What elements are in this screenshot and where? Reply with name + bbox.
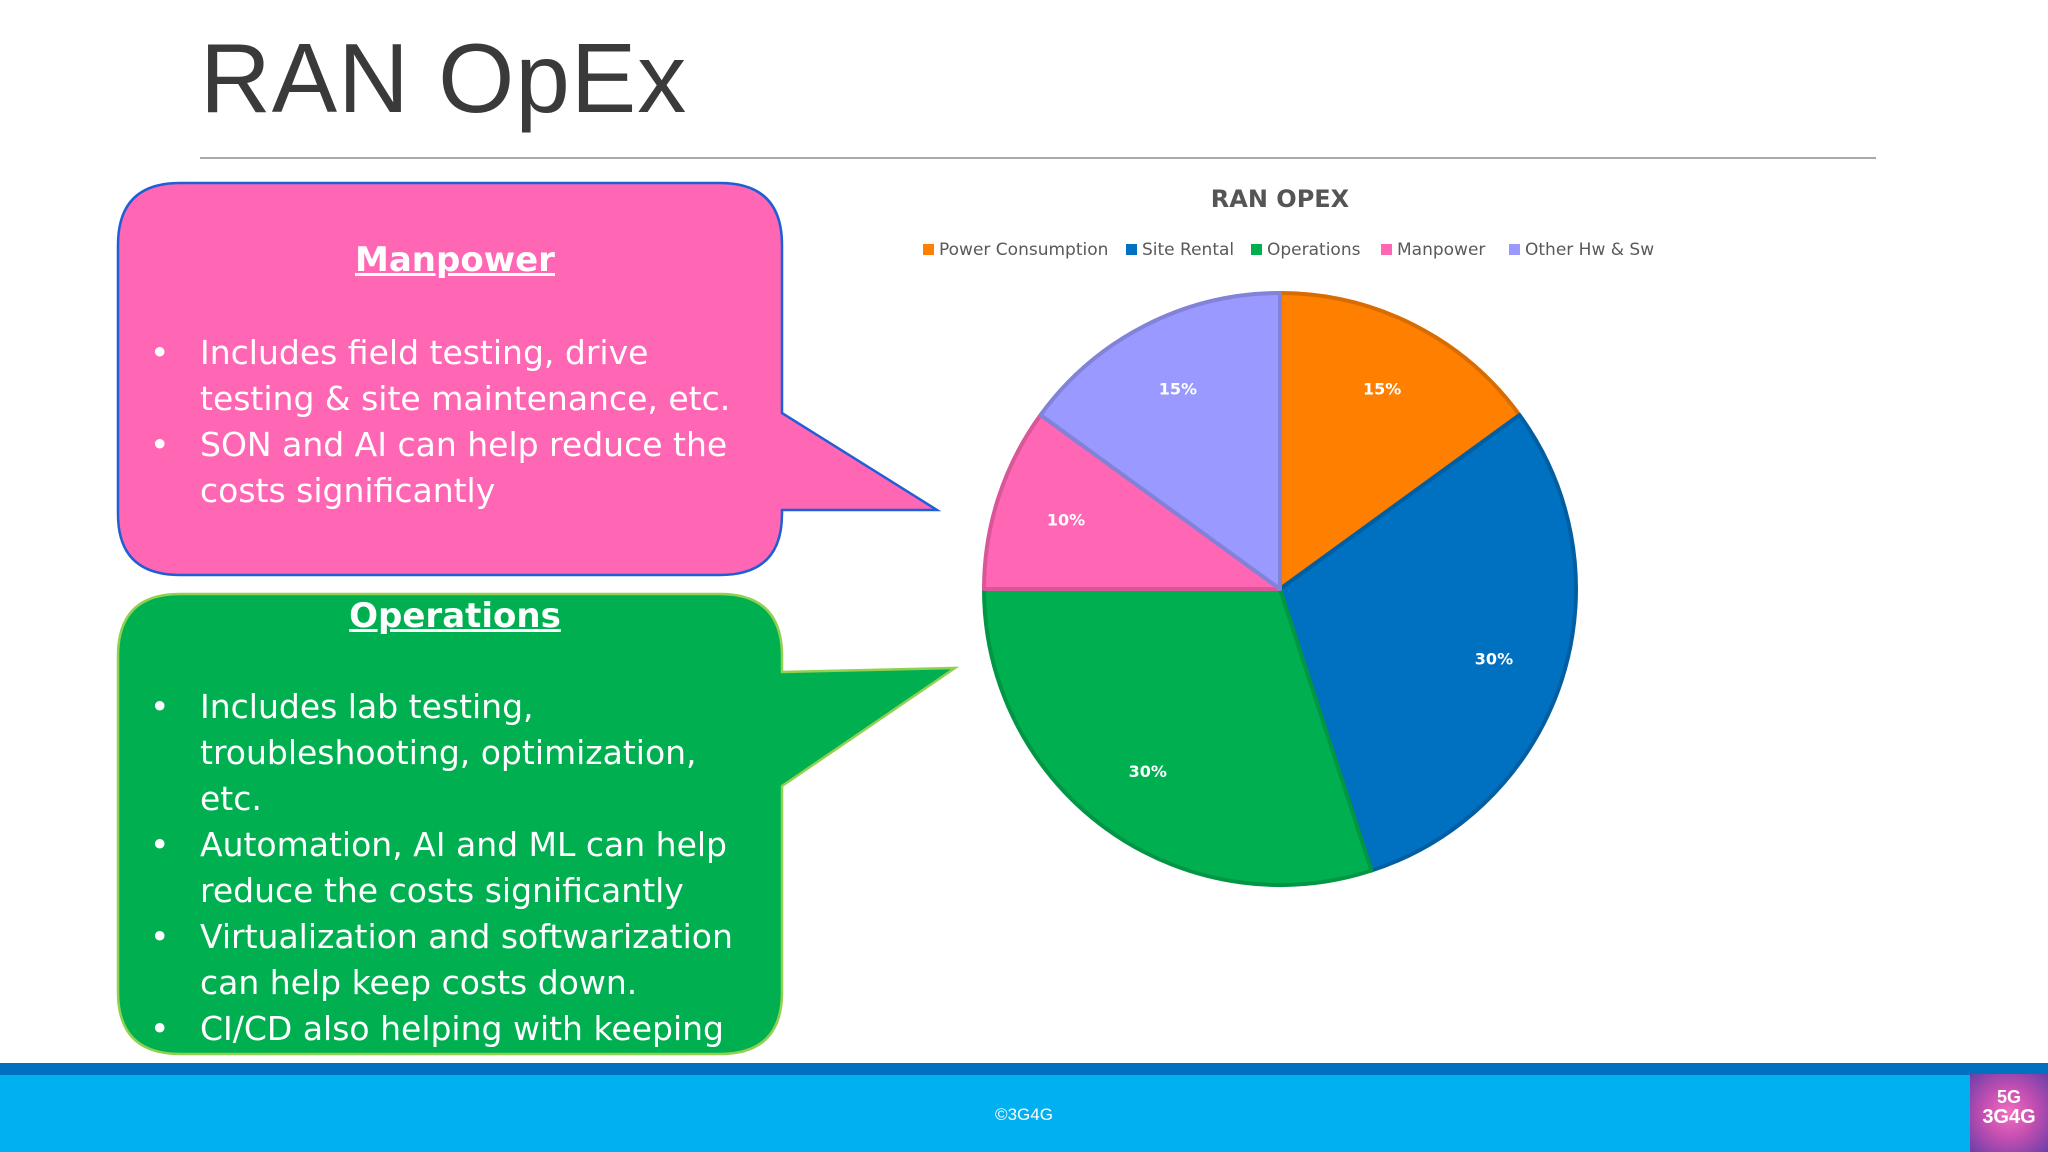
chart-slices	[982, 291, 1579, 887]
legend-label: Power Consumption	[939, 240, 1108, 260]
logo-line-1: 5G	[1996, 1087, 2021, 1107]
brand-logo: 5G 3G4G	[1970, 1074, 2048, 1152]
legend-item: Manpower	[1381, 240, 1485, 260]
list-item: • Virtualization and softwarization can h…	[150, 914, 760, 1006]
footer-bar	[0, 1063, 2048, 1152]
pie-slice-site-rental	[1278, 413, 1579, 873]
legend-label: Manpower	[1397, 240, 1485, 260]
legend-label: Operations	[1267, 240, 1361, 260]
pie-data-label: 30%	[1129, 762, 1167, 781]
legend-item: Power Consumption	[923, 240, 1108, 260]
legend-swatch	[1126, 244, 1137, 255]
operations-callout-shape	[116, 592, 960, 1056]
bullet-icon: •	[150, 333, 170, 372]
legend-label: Other Hw & Sw	[1525, 240, 1654, 260]
legend-label: Site Rental	[1142, 240, 1234, 260]
title-divider	[200, 157, 1876, 159]
legend-swatch	[923, 244, 934, 255]
pie-slice-power-consumption	[1278, 291, 1522, 591]
pie-slice-other-hw-sw	[1038, 291, 1282, 591]
manpower-callout: Manpower • Includes field testing, drive …	[150, 240, 760, 514]
pie-data-label: 15%	[1159, 380, 1197, 399]
page-title: RAN OpEx	[200, 23, 688, 133]
legend-swatch	[1509, 244, 1520, 255]
legend-item: Operations	[1251, 240, 1361, 260]
operations-heading: Operations	[349, 596, 561, 636]
bullet-icon: •	[150, 687, 170, 726]
logo-line-2: 3G4G	[1982, 1106, 2036, 1128]
chart-labels: 15% 30% 30% 10% 15%	[1047, 380, 1513, 781]
operations-callout: Operations • Includes lab testing, troubl…	[150, 596, 760, 1098]
bullet-icon: •	[150, 425, 170, 464]
pie-data-label: 15%	[1363, 380, 1401, 399]
pie-data-label: 10%	[1047, 510, 1085, 529]
pie-slice-manpower	[982, 413, 1282, 591]
bullet-icon: •	[150, 917, 170, 956]
list-item: • Automation, AI and ML can help reduce t…	[150, 822, 760, 914]
bullet-icon: •	[150, 825, 170, 864]
bullet-icon: •	[150, 1009, 170, 1048]
chart-legend: Power Consumption Site Rental Operations Ma…	[923, 240, 1654, 260]
legend-swatch	[1251, 244, 1262, 255]
legend-swatch	[1381, 244, 1392, 255]
list-item: • Includes field testing, drive testing &…	[150, 330, 760, 422]
manpower-bullets: • Includes field testing, drive testing &…	[150, 330, 760, 514]
pie-slice-operations	[982, 587, 1374, 887]
operations-bullets: • Includes lab testing, troubleshooting, …	[150, 684, 760, 1098]
legend-item: Other Hw & Sw	[1509, 240, 1654, 260]
footer-copyright: ©3G4G	[995, 1105, 1053, 1124]
manpower-callout-shape	[116, 181, 942, 577]
pie-data-label: 30%	[1475, 650, 1513, 669]
chart-title: RAN OPEX	[1211, 185, 1350, 213]
list-item: • Includes lab testing, troubleshooting, …	[150, 684, 760, 822]
manpower-heading: Manpower	[355, 240, 555, 280]
legend-item: Site Rental	[1126, 240, 1234, 260]
list-item: • SON and AI can help reduce the costs si…	[150, 422, 760, 514]
